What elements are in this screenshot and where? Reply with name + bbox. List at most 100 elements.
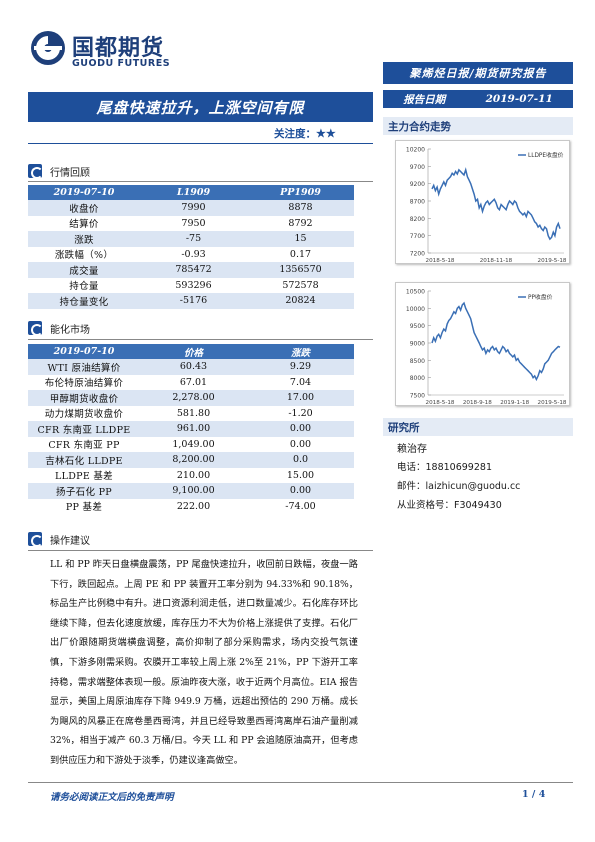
value-cell: 60.43: [140, 359, 247, 375]
value-cell: 7990: [140, 200, 247, 216]
section-label-operation: 操作建议: [50, 535, 90, 547]
value-cell: 0.0: [247, 452, 354, 468]
section-icon: [28, 532, 43, 547]
table-row: 涨跌幅（%） -0.93 0.17: [28, 246, 354, 262]
table-row: 成交量 785472 1356570: [28, 262, 354, 278]
section-header-chem: 能化市场: [28, 320, 90, 336]
row-label-cell: 成交量: [28, 262, 140, 278]
lldpe-chart: 7200 7700 8200 8700 9200 9700 10200 2018-5-18 20…: [395, 140, 570, 264]
report-date-value: 2019-07-11: [485, 93, 553, 105]
value-cell: 210.00: [140, 467, 247, 483]
x-tick-label: 2019-1-18: [500, 400, 529, 406]
guodu-logo-icon: [31, 31, 65, 65]
legend-label: PP收盘价: [528, 293, 553, 301]
table-header-cell: 涨跌: [247, 344, 354, 359]
section-label-chem: 能化市场: [50, 324, 90, 336]
value-cell: 7950: [140, 215, 247, 231]
x-tick-label: 2018-5-18: [426, 400, 455, 406]
y-tick-label: 10200: [406, 147, 425, 154]
row-label-cell: 收盘价: [28, 200, 140, 216]
researcher-phone: 电话：18810699281: [397, 462, 492, 473]
y-tick-label: 9000: [410, 341, 425, 348]
table-row: PP 基差 222.00 -74.00: [28, 498, 354, 514]
value-cell: 8792: [247, 215, 354, 231]
table-row: WTI 原油结算价 60.43 9.29: [28, 359, 354, 375]
table-row: CFR 东南亚 LLDPE 961.00 0.00: [28, 421, 354, 437]
main-contract-header: 主力合约走势: [383, 117, 573, 135]
value-cell: -74.00: [247, 498, 354, 514]
table-header-cell: PP1909: [247, 185, 354, 200]
section-header-review: 行情回顾: [28, 163, 90, 179]
row-label-cell: 持仓量: [28, 277, 140, 293]
value-cell: 1356570: [247, 262, 354, 278]
value-cell: 9,100.00: [140, 483, 247, 499]
value-cell: -1.20: [247, 405, 354, 421]
section-divider: [28, 181, 373, 182]
table-header-cell: L1909: [140, 185, 247, 200]
value-cell: -75: [140, 231, 247, 247]
lldpe-chart-svg: 7200 7700 8200 8700 9200 9700 10200 2018-5-18 20…: [406, 147, 567, 265]
x-tick-label: 2018-9-18: [463, 400, 492, 406]
y-tick-label: 8000: [410, 375, 425, 382]
legend-label: LLDPE收盘价: [528, 151, 564, 159]
value-cell: 593296: [140, 277, 247, 293]
row-label-cell: 甲醇期货收盘价: [28, 390, 140, 406]
y-tick-label: 7200: [410, 251, 425, 258]
section-label-review: 行情回顾: [50, 167, 90, 179]
value-cell: 15.00: [247, 467, 354, 483]
pp-chart-svg: 7500 8000 8500 9000 9500 10000 10500 2018-5-18 2…: [406, 289, 567, 407]
table-header-row: 2019-07-10 L1909 PP1909: [28, 185, 354, 200]
chemical-market-table: 2019-07-10 价格 涨跌 WTI 原油结算价 60.43 9.29 布伦特原油…: [28, 344, 354, 514]
value-cell: 67.01: [140, 374, 247, 390]
logo-chinese-name: 国都期货: [72, 36, 165, 61]
value-cell: 222.00: [140, 498, 247, 514]
row-label-cell: LLDPE 基差: [28, 467, 140, 483]
researcher-license: 从业资格号：F3049430: [397, 500, 502, 511]
value-cell: -0.93: [140, 246, 247, 262]
footer-disclaimer: 请务必阅读正文后的免责声明: [50, 792, 174, 803]
table-row: 动力煤期货收盘价 581.80 -1.20: [28, 405, 354, 421]
title-divider: [28, 143, 373, 144]
table-row: CFR 东南亚 PP 1,049.00 0.00: [28, 436, 354, 452]
company-logo: 国都期货 GUODU FUTURES: [28, 28, 178, 74]
table-header-cell: 2019-07-10: [28, 185, 140, 200]
value-cell: -5176: [140, 293, 247, 309]
value-cell: 0.17: [247, 246, 354, 262]
y-tick-label: 8200: [410, 216, 425, 223]
table-header-cell: 价格: [140, 344, 247, 359]
table-row: 布伦特原油结算价 67.01 7.04: [28, 374, 354, 390]
row-label-cell: 结算价: [28, 215, 140, 231]
value-cell: 8,200.00: [140, 452, 247, 468]
x-tick-label: 2018-11-18: [480, 258, 513, 264]
y-tick-label: 10000: [406, 306, 425, 313]
researcher-email[interactable]: 邮件：laizhicun@guodu.cc: [397, 481, 521, 492]
table-header-row: 2019-07-10 价格 涨跌: [28, 344, 354, 359]
section-icon: [28, 164, 43, 179]
value-cell: 8878: [247, 200, 354, 216]
row-label-cell: CFR 东南亚 LLDPE: [28, 421, 140, 437]
row-label-cell: WTI 原油结算价: [28, 359, 140, 375]
table-row: 持仓量变化 -5176 20824: [28, 293, 354, 309]
value-cell: 961.00: [140, 421, 247, 437]
table-row: 收盘价 7990 8878: [28, 200, 354, 216]
row-label-cell: CFR 东南亚 PP: [28, 436, 140, 452]
value-cell: 0.00: [247, 483, 354, 499]
value-cell: 0.00: [247, 436, 354, 452]
research-institute-header: 研究所: [383, 418, 573, 436]
report-type-banner: 聚烯烃日报/期货研究报告: [383, 62, 573, 84]
value-cell: 20824: [247, 293, 354, 309]
attention-level: 关注度：★★: [274, 126, 336, 141]
value-cell: 581.80: [140, 405, 247, 421]
row-label-cell: 扬子石化 PP: [28, 483, 140, 499]
table-row: 吉林石化 LLDPE 8,200.00 0.0: [28, 452, 354, 468]
table-row: 甲醇期货收盘价 2,278.00 17.00: [28, 390, 354, 406]
report-date-bar: 报告日期 2019-07-11: [383, 90, 573, 108]
section-icon: [28, 321, 43, 336]
value-cell: 7.04: [247, 374, 354, 390]
row-label-cell: 布伦特原油结算价: [28, 374, 140, 390]
section-divider: [28, 550, 373, 551]
y-tick-label: 9200: [410, 181, 425, 188]
y-tick-label: 9700: [410, 164, 425, 171]
series-line: [431, 167, 561, 241]
row-label-cell: 动力煤期货收盘价: [28, 405, 140, 421]
